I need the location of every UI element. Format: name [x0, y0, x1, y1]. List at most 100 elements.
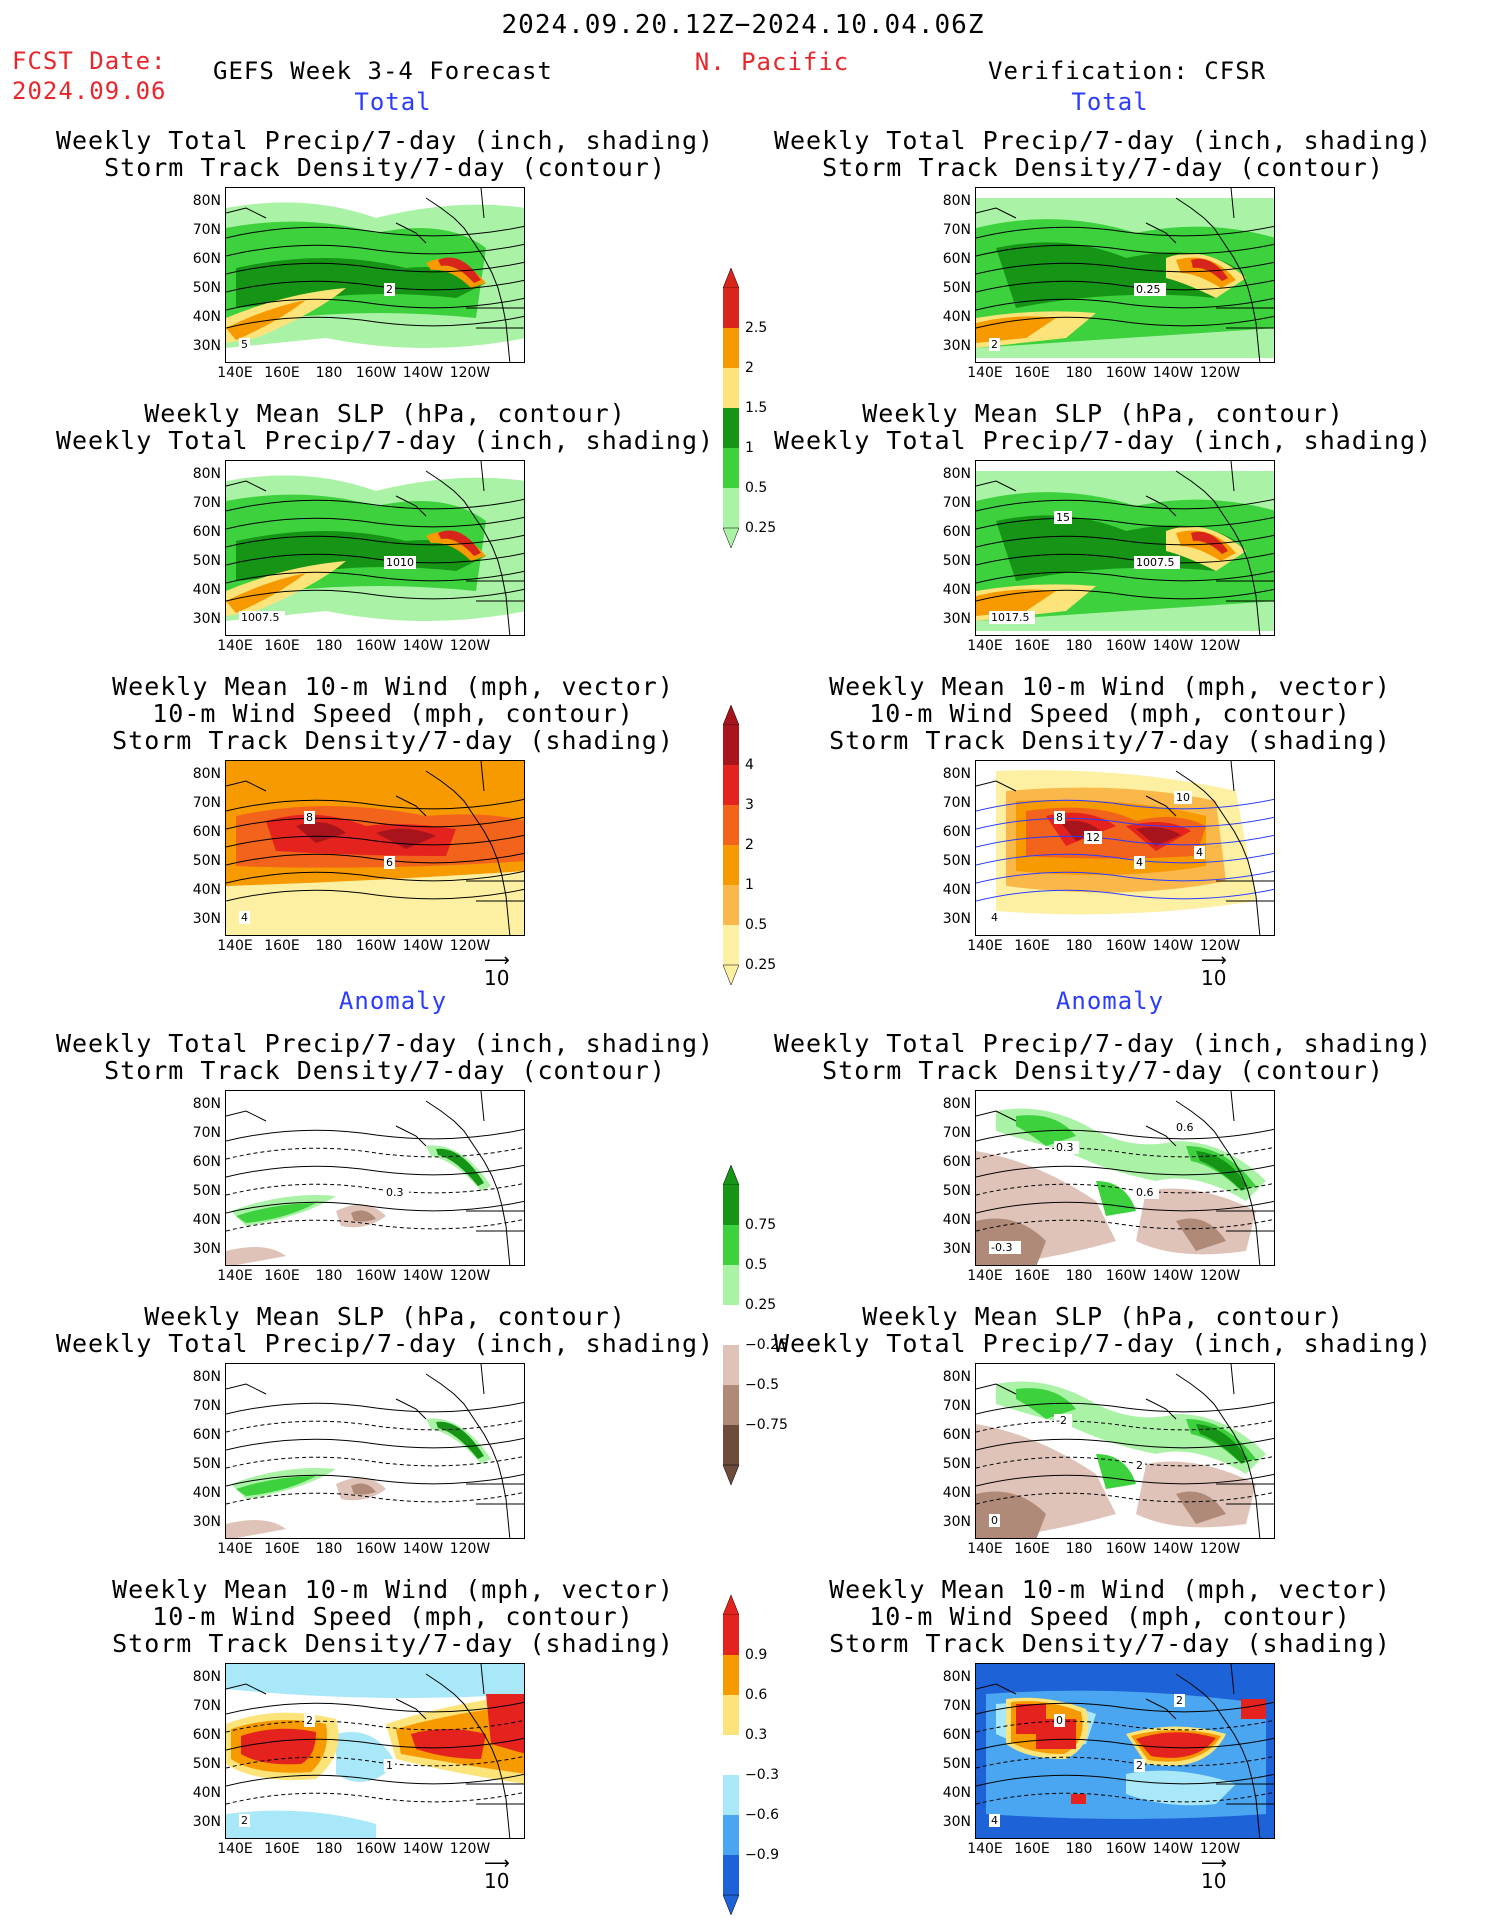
- lat-label: 60N: [192, 251, 221, 267]
- colorbar-label: 0.5: [745, 1257, 768, 1273]
- lat-label: 30N: [942, 1241, 971, 1257]
- contour-line: [976, 552, 1274, 566]
- map-panel-p5-right: 2 0 -2: [975, 1363, 1275, 1539]
- lat-label: 50N: [192, 853, 221, 869]
- colorbar-label: 0.25: [745, 520, 777, 536]
- map-plot-p3-right: 4 4 8 10 12 4: [976, 761, 1274, 935]
- contour-label-bg: [1134, 283, 1166, 296]
- lon-label: 120W: [1199, 1841, 1241, 1857]
- contour-label-bg: [989, 338, 1000, 351]
- coastline: [226, 1091, 524, 1265]
- coastline: [976, 1091, 1274, 1265]
- panel-title-p5-left: Weekly Mean SLP (hPa, contour) Weekly Tot…: [55, 1302, 715, 1358]
- contour-label: 2: [306, 1714, 313, 1727]
- colorbar-label: 1: [745, 440, 754, 456]
- map-plot-p2-right: 1007.5 1017.5 15: [976, 461, 1274, 635]
- lon-label: 160W: [1105, 938, 1147, 954]
- lat-label: 70N: [942, 222, 971, 238]
- lon-label: 160W: [1105, 1268, 1147, 1284]
- colorbar-swatch: [723, 1425, 739, 1465]
- contour-label: 0.6: [1176, 1121, 1194, 1134]
- contour-label: 8: [306, 811, 313, 824]
- colorbar-swatch: [723, 1815, 739, 1855]
- lat-label: 50N: [192, 1456, 221, 1472]
- lon-label: 140W: [402, 1841, 444, 1857]
- shading-region: [351, 1210, 376, 1222]
- map-plot-p1-right: 0.25 2: [976, 188, 1274, 362]
- colorbar-swatch: [723, 845, 739, 885]
- shading-region: [976, 1491, 1226, 1538]
- lat-label: 70N: [192, 222, 221, 238]
- lat-label: 30N: [192, 1241, 221, 1257]
- contour-line: [976, 570, 1274, 584]
- lat-label: 60N: [942, 251, 971, 267]
- lon-label: 180: [1065, 1541, 1093, 1557]
- lat-label: 40N: [192, 582, 221, 598]
- contour-line: [976, 1128, 1274, 1142]
- ref-vector-p6-left: ⟶ 10: [484, 1853, 510, 1894]
- lat-label: 80N: [942, 766, 971, 782]
- contour-label-bg: [304, 1714, 315, 1727]
- shading-region: [226, 300, 306, 340]
- colorbar-label: −0.5: [745, 1377, 779, 1393]
- model-title: GEFS Week 3-4 Forecast: [213, 57, 553, 85]
- lon-label: 180: [315, 1841, 343, 1857]
- contour-label-bg: [989, 1241, 1021, 1254]
- map-plot-p4-left: 0.3: [226, 1091, 524, 1265]
- contour-line: [976, 1182, 1274, 1196]
- lat-label: 50N: [192, 280, 221, 296]
- contour-line: [976, 1164, 1274, 1178]
- colorbar-label: 2: [745, 837, 754, 853]
- lat-label: 50N: [192, 1756, 221, 1772]
- contour-line: [226, 1773, 524, 1787]
- map-plot-p6-left: 1 2 2: [226, 1664, 524, 1838]
- contour-label: 4: [991, 1814, 998, 1827]
- lat-label: 60N: [942, 1427, 971, 1443]
- contour-line: [226, 1455, 524, 1469]
- lat-label: 80N: [192, 1369, 221, 1385]
- contour-line: [976, 1701, 1274, 1715]
- colorbar-swatch: [723, 1735, 739, 1775]
- lon-label: 160W: [355, 365, 397, 381]
- lat-label: 40N: [192, 1212, 221, 1228]
- contour-line: [226, 1491, 524, 1505]
- lon-label: 140E: [217, 1841, 253, 1857]
- contour-line: [976, 1791, 1274, 1805]
- colorbar-label: 0.3: [745, 1727, 768, 1743]
- contour-label-bg: [1134, 556, 1180, 569]
- coastline: [226, 1364, 524, 1538]
- colorbar-swatch: [723, 885, 739, 925]
- contour-label: 1007.5: [241, 611, 280, 624]
- lon-label: 120W: [449, 365, 491, 381]
- contour-label: -2: [1056, 1414, 1067, 1427]
- contour-label-bg: [384, 1759, 395, 1772]
- shading-region: [1016, 1388, 1256, 1489]
- contour-label: 10: [1176, 791, 1190, 804]
- panel-title-p3-right: Weekly Mean 10-m Wind (mph, vector) 10-m …: [829, 672, 1391, 755]
- contour-line: [226, 315, 524, 329]
- lat-label: 50N: [942, 1456, 971, 1472]
- colorbar-swatch: [723, 328, 739, 368]
- shading-region: [1176, 530, 1236, 561]
- shading-region: [1176, 257, 1236, 288]
- contour-label-bg: [1134, 1759, 1145, 1772]
- section-anomaly-right: Anomaly: [1055, 987, 1165, 1015]
- contour-line: [226, 570, 524, 584]
- lon-label: 160E: [264, 365, 300, 381]
- colorbar-swatch: [723, 408, 739, 448]
- map-plot-p5-right: 2 0 -2: [976, 1364, 1274, 1538]
- fcst-date-label: FCST Date:: [12, 47, 167, 75]
- lon-label: 120W: [1199, 1541, 1241, 1557]
- colorbar-swatch: [723, 1655, 739, 1695]
- contour-label: 2: [1136, 1759, 1143, 1772]
- contour-line: [976, 1200, 1274, 1214]
- contour-line: [976, 498, 1274, 512]
- lon-label: 160E: [1014, 365, 1050, 381]
- lon-label: 180: [1065, 638, 1093, 654]
- colorbar-cap: [722, 704, 740, 726]
- contour-line: [976, 1437, 1274, 1451]
- lon-label: 180: [315, 365, 343, 381]
- lon-label: 180: [1065, 365, 1093, 381]
- coastline: [976, 461, 1274, 635]
- contour-label: 0: [991, 1514, 998, 1527]
